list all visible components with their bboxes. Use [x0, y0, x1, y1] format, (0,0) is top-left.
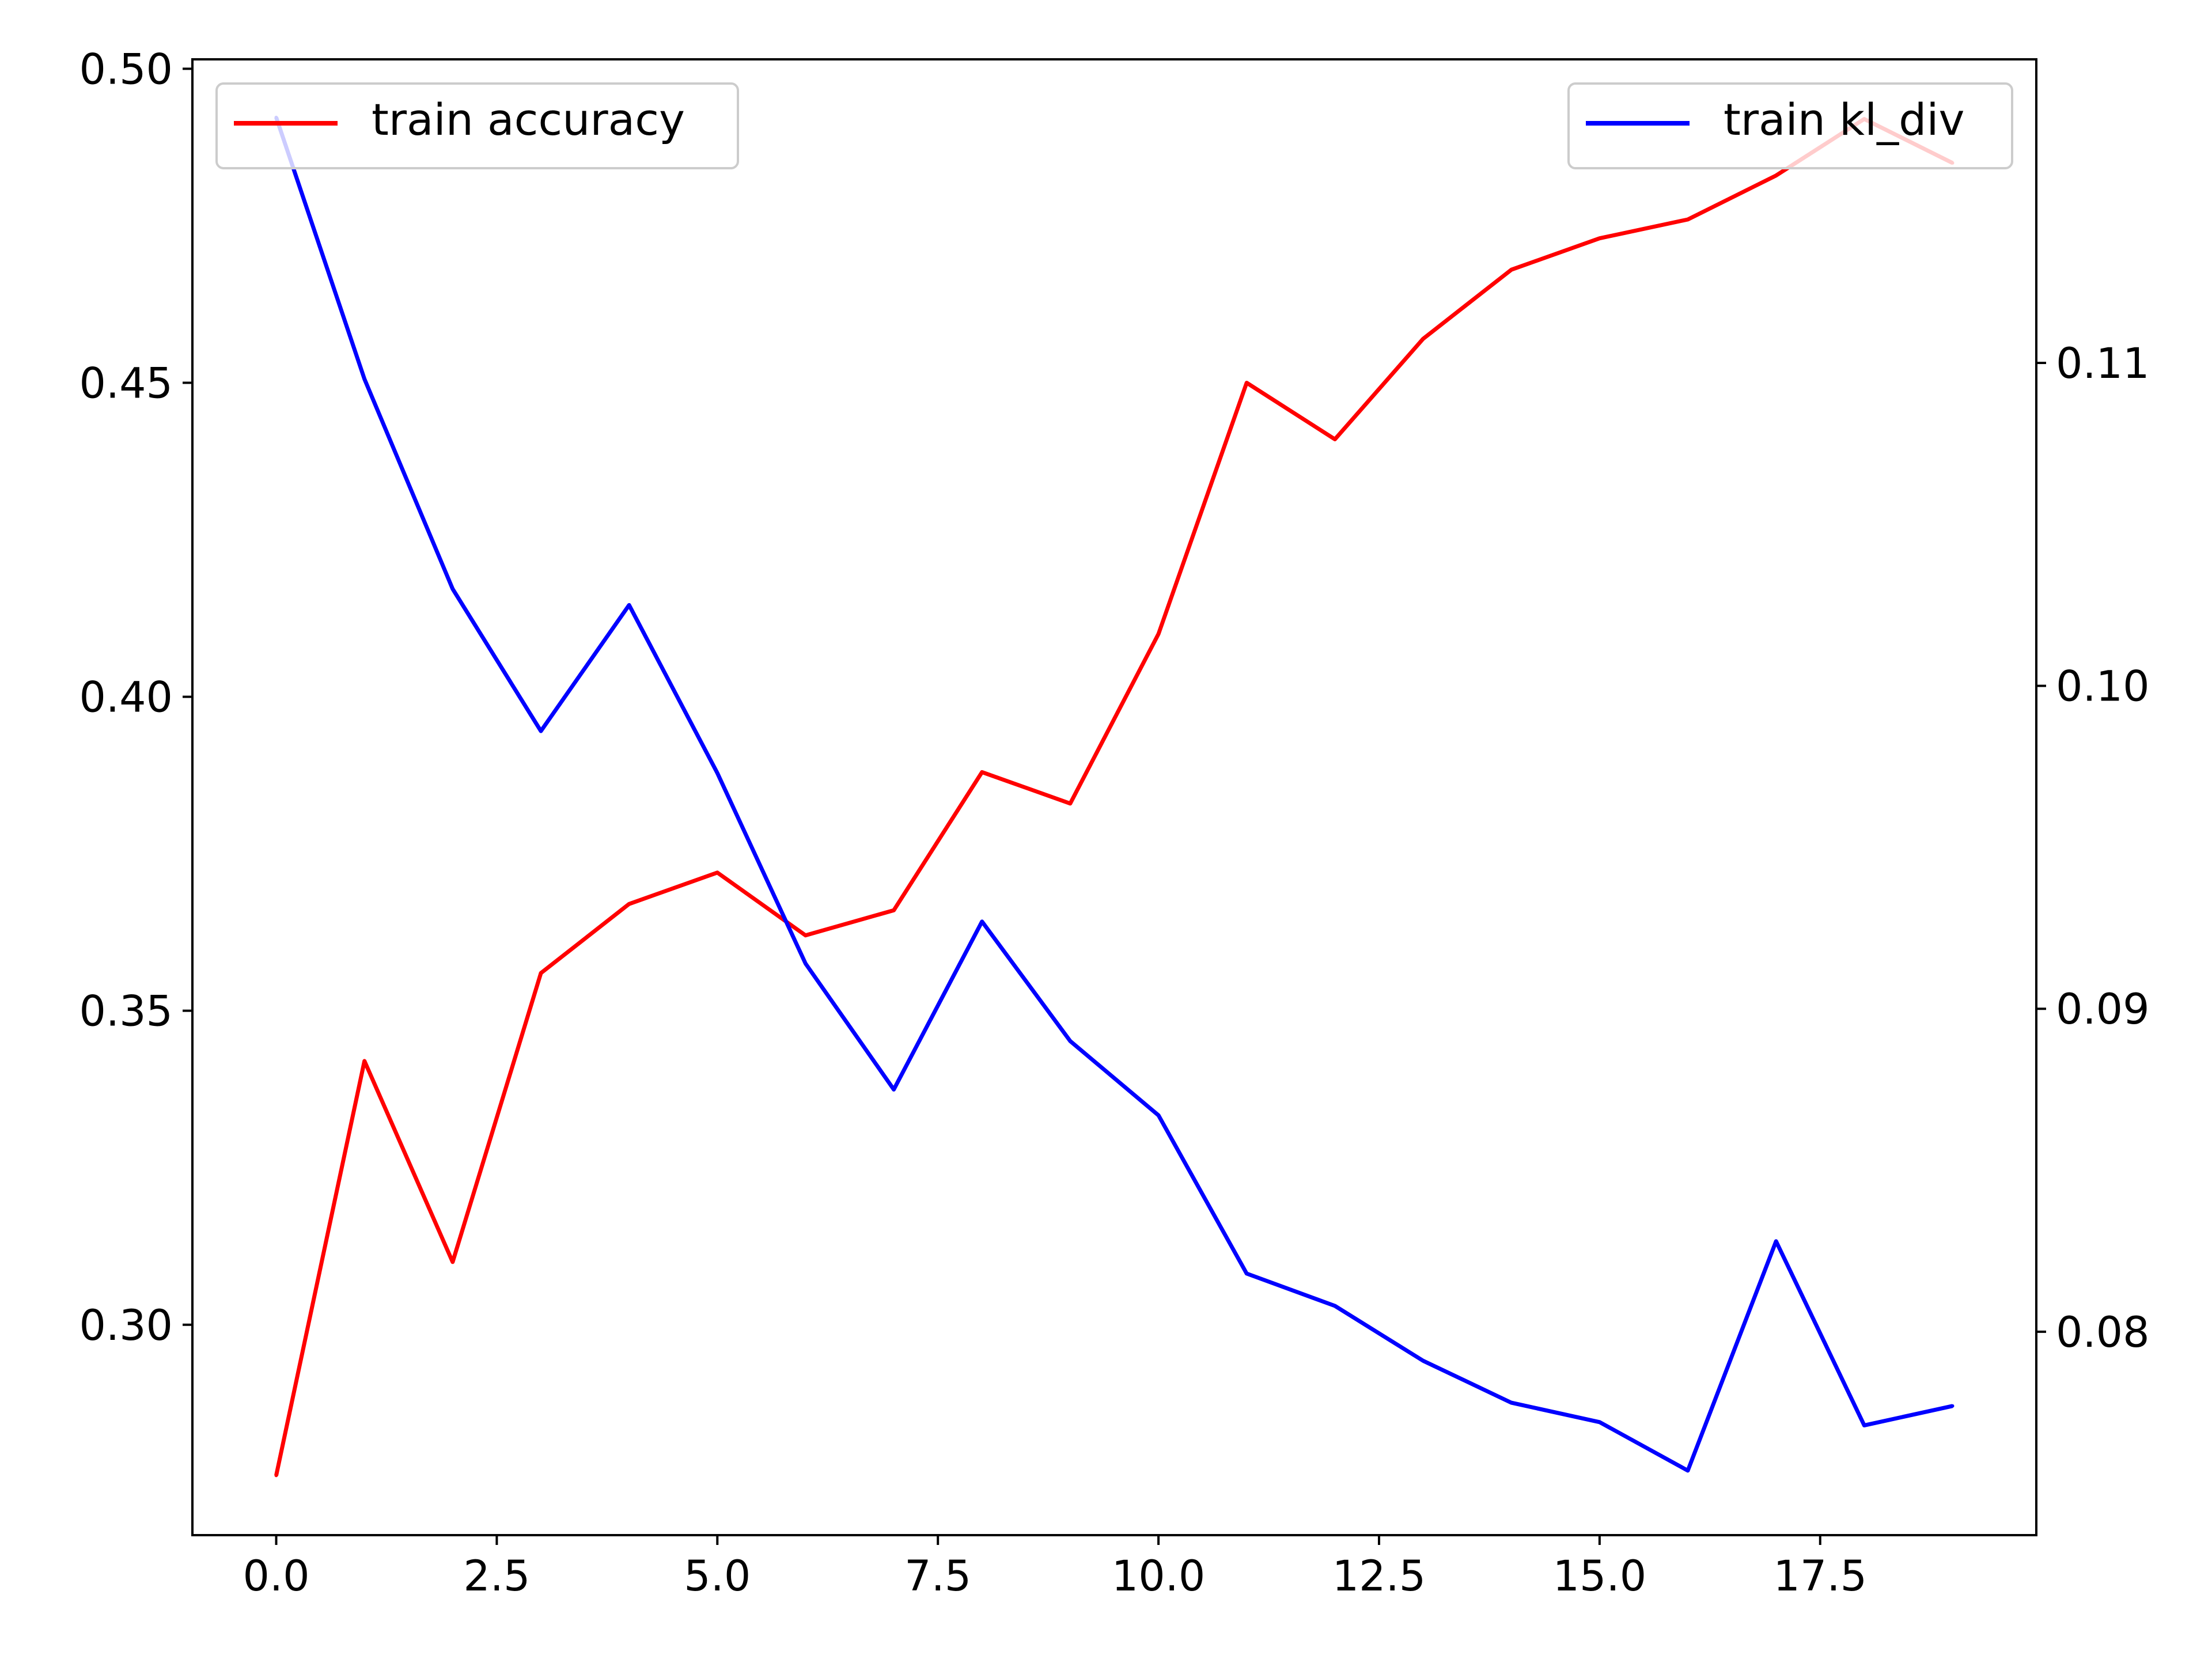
- series-line-1: [274, 116, 1953, 1473]
- y-ticks-left: 0.30 0.35 0.40 0.45 0.50: [79, 45, 192, 1350]
- x-tick-label: 7.5: [904, 1552, 971, 1601]
- series-1-point: [539, 729, 543, 733]
- y-left-tick-label: 0.50: [79, 45, 173, 94]
- x-tick-label: 10.0: [1112, 1552, 1206, 1601]
- x-tick-label: 12.5: [1332, 1552, 1426, 1601]
- series-1-point: [1068, 1039, 1072, 1043]
- series-0-point: [1068, 801, 1072, 805]
- series-0-point: [1774, 173, 1778, 177]
- series-0-point: [450, 1260, 454, 1264]
- y-right-tick-label: 0.11: [2056, 339, 2150, 388]
- legend-left-box: [215, 82, 739, 169]
- series-1-point: [1950, 1404, 1955, 1408]
- series-1-point: [1333, 1304, 1337, 1308]
- series-1-point: [362, 377, 366, 381]
- series-0-point: [1157, 632, 1161, 636]
- series-1-point: [1774, 1239, 1778, 1243]
- series-1-point: [1597, 1420, 1601, 1424]
- series-0-point: [1421, 337, 1425, 341]
- x-tick-label: 2.5: [463, 1552, 530, 1601]
- y-left-tick-label: 0.30: [79, 1301, 173, 1350]
- legend-left: train accuracy: [215, 82, 739, 169]
- y-left-tick-label: 0.40: [79, 673, 173, 722]
- plot-frame: [191, 58, 2037, 1536]
- x-ticks: 0.0 2.5 5.0 7.5 10.0 12.5 15.0 17.5: [243, 1535, 1867, 1601]
- series-0-point: [274, 1474, 278, 1478]
- x-tick-label: 17.5: [1773, 1552, 1867, 1601]
- x-tick-label: 0.0: [243, 1552, 309, 1601]
- y-right-tick-label: 0.08: [2056, 1308, 2150, 1357]
- series-0-point: [627, 902, 631, 906]
- series-1-point: [1157, 1113, 1161, 1118]
- y-ticks-right: 0.08 0.09 0.10 0.11: [2036, 339, 2150, 1357]
- y-right-tick-label: 0.10: [2056, 662, 2150, 711]
- series-1-point: [980, 919, 984, 923]
- series-1-point: [1509, 1401, 1513, 1405]
- series-1-point: [892, 1088, 896, 1092]
- series-1-point: [804, 961, 808, 965]
- series-0-point: [539, 971, 543, 975]
- legend-right-box: [1567, 82, 2013, 169]
- series-1-point: [450, 587, 454, 591]
- x-tick-label: 15.0: [1553, 1552, 1647, 1601]
- series-layer: [274, 115, 1955, 1478]
- x-tick-label: 5.0: [684, 1552, 751, 1601]
- y-left-tick-label: 0.45: [79, 359, 173, 408]
- series-line-0: [274, 117, 1954, 1476]
- series-0-point: [1245, 381, 1249, 385]
- series-0-point: [1686, 218, 1690, 221]
- series-0-point: [1597, 236, 1601, 240]
- series-0-point: [1333, 437, 1337, 441]
- series-0-point: [804, 933, 808, 937]
- legend-right-label: train kl_div: [1724, 94, 1965, 145]
- series-1-point: [627, 603, 631, 607]
- series-0-point: [892, 908, 896, 912]
- legend-left-label: train accuracy: [372, 94, 685, 145]
- series-1-point: [715, 771, 719, 775]
- y-right-tick-label: 0.09: [2056, 985, 2150, 1034]
- series-0-point: [715, 870, 719, 874]
- series-1-point: [1421, 1359, 1425, 1363]
- y-left-tick-label: 0.35: [79, 987, 173, 1036]
- series-0-point: [980, 770, 984, 774]
- legend-right: train kl_div: [1567, 82, 2013, 169]
- series-0-point: [362, 1059, 366, 1063]
- series-1-point: [1245, 1271, 1249, 1275]
- series-0-point: [1509, 268, 1513, 272]
- series-1-point: [1862, 1423, 1866, 1427]
- series-1-point: [1686, 1468, 1690, 1472]
